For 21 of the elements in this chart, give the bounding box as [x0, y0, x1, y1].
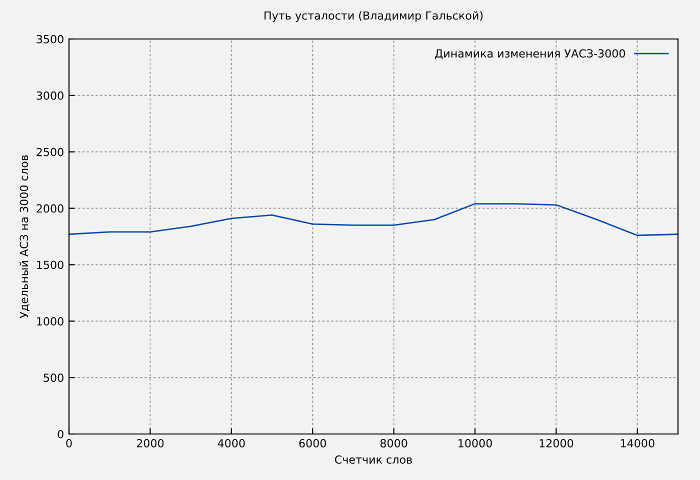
x-tick-label: 6000: [299, 439, 326, 448]
legend-label: Динамика изменения УАСЗ-3000: [435, 49, 626, 60]
chart-title: Путь усталости (Владимир Гальской): [264, 11, 483, 22]
x-tick-label: 8000: [380, 439, 408, 448]
x-tick-label: 4000: [218, 439, 245, 448]
x-axis-title: Счетчик слов: [335, 455, 412, 464]
x-tick-label: 14000: [620, 439, 654, 448]
y-tick-label: 2500: [36, 148, 64, 156]
y-tick-label: 500: [44, 374, 64, 382]
y-tick-label: 1000: [37, 317, 64, 326]
y-tick-label: 0: [58, 430, 64, 438]
x-tick-label: 2000: [136, 439, 164, 448]
y-tick-label: 1500: [37, 260, 64, 270]
y-axis-title: Удельный АСЗ на 3000 слов: [20, 155, 30, 318]
x-tick-label: 12000: [540, 439, 574, 448]
x-tick-label: 0: [66, 439, 72, 448]
y-tick-label: 2000: [36, 204, 64, 213]
x-tick-label: 10000: [458, 439, 492, 448]
line-series: [69, 203, 678, 236]
y-tick-label: 3500: [36, 34, 64, 44]
y-tick-label: 3000: [36, 91, 64, 100]
